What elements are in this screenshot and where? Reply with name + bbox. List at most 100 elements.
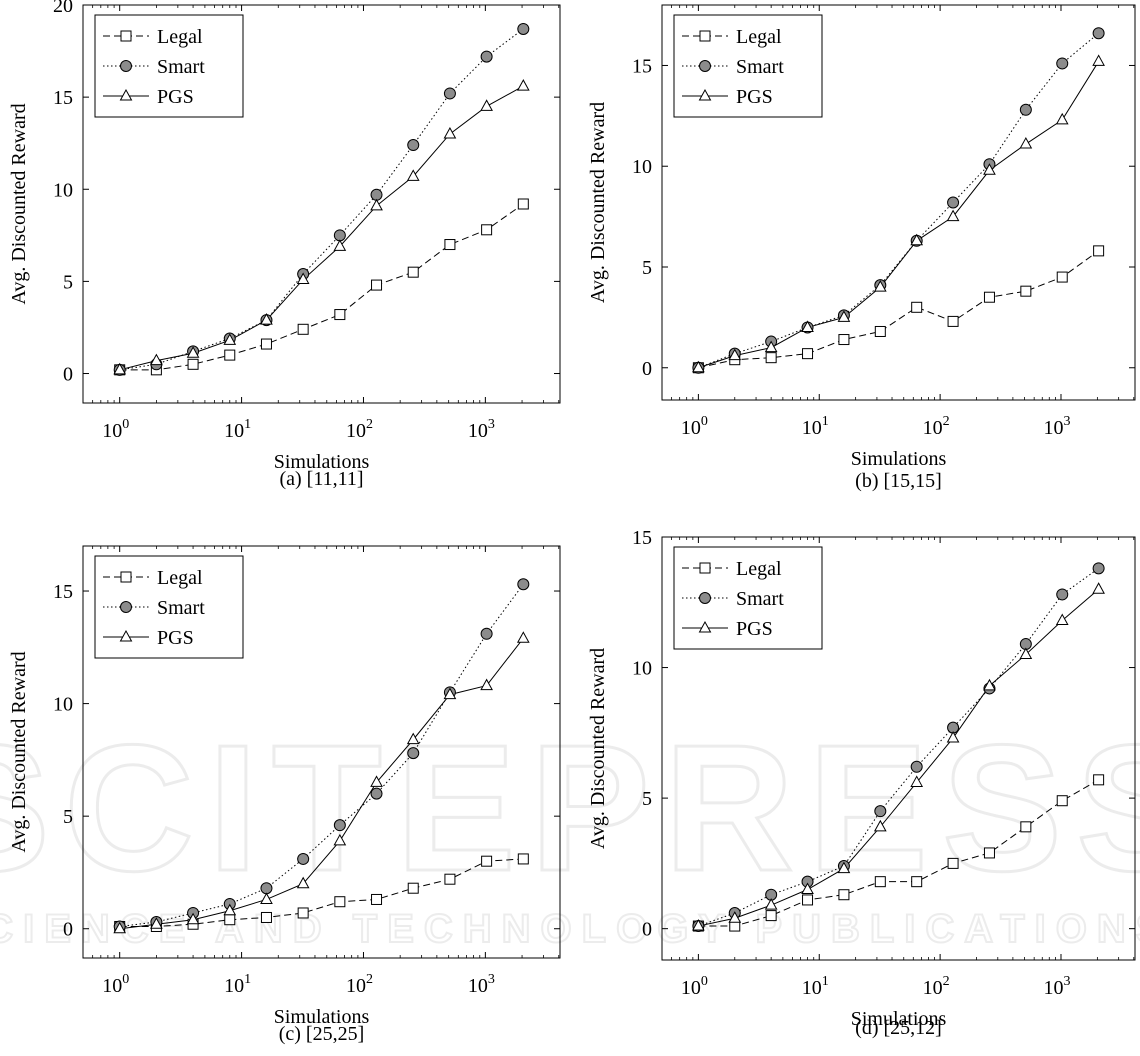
watermark-line2: SCIENCE AND TECHNOLOGY PUBLICATIONS — [0, 907, 1140, 951]
x-tick-label: 100 — [681, 414, 708, 439]
data-point-pgs — [333, 239, 347, 251]
legend-label-smart: Smart — [736, 56, 784, 78]
x-tick-label: 102 — [923, 974, 950, 999]
y-axis-label: Avg. Discounted Reward — [8, 103, 30, 304]
data-point-pgs — [692, 919, 705, 931]
y-tick-label: 5 — [63, 806, 73, 828]
legend-marker-smart — [120, 60, 132, 72]
data-point-pgs — [406, 732, 420, 745]
data-point-smart — [407, 747, 420, 760]
series-line-pgs — [119, 637, 524, 930]
data-point-legal — [1093, 245, 1105, 257]
x-tick-label: 100 — [102, 972, 129, 997]
data-point-legal — [260, 338, 272, 350]
data-point-pgs — [223, 903, 237, 916]
plot-frame — [661, 4, 1136, 401]
legend-marker-pgs — [698, 620, 712, 633]
data-point-legal — [1056, 795, 1068, 807]
legend-marker-pgs — [119, 629, 133, 642]
series-line-legal — [119, 203, 524, 371]
data-point-pgs — [1092, 582, 1105, 594]
data-point-legal — [444, 873, 456, 885]
legend-label-smart: Smart — [157, 56, 205, 78]
y-axis-label: Avg. Discounted Reward — [587, 102, 609, 303]
watermark: SCITEPRESS SCIENCE AND TECHNOLOGY PUBLIC… — [0, 707, 1140, 953]
data-point-pgs — [296, 272, 310, 285]
data-point-smart — [1092, 27, 1105, 40]
data-point-pgs — [910, 775, 924, 787]
series-line-legal — [119, 858, 524, 927]
x-tick-label: 102 — [346, 417, 373, 442]
data-point-pgs — [946, 731, 960, 743]
data-point-smart — [1056, 57, 1069, 70]
legend-label-legal: Legal — [157, 26, 203, 48]
x-tick-label: 102 — [923, 414, 950, 439]
data-point-legal — [297, 907, 309, 919]
y-axis-label: Avg. Discounted Reward — [8, 651, 30, 852]
data-point-smart — [947, 196, 960, 209]
y-tick-label: 10 — [53, 179, 73, 201]
plot-frame — [82, 545, 561, 959]
data-point-legal — [1093, 774, 1105, 786]
x-tick-label: 101 — [224, 417, 251, 442]
legend-label-smart: Smart — [736, 588, 784, 610]
data-point-smart — [333, 229, 346, 242]
data-point-pgs — [223, 333, 237, 345]
data-point-pgs — [801, 882, 814, 894]
x-tick-label: 100 — [681, 974, 708, 999]
y-tick-label: 15 — [632, 527, 652, 549]
data-point-pgs — [150, 353, 163, 366]
y-tick-label: 0 — [63, 919, 73, 941]
data-point-smart — [517, 22, 530, 35]
data-point-legal — [1056, 271, 1068, 283]
subfigure-caption: (b) [15,15] — [855, 470, 942, 492]
data-point-pgs — [516, 79, 530, 91]
data-point-smart — [517, 578, 530, 591]
data-point-legal — [1020, 285, 1032, 297]
legend-label-legal: Legal — [157, 567, 203, 589]
chart-panel-1: 100 101 102 103 0 5 10 15 Simulations Avg. Discou… — [587, 4, 1136, 492]
x-tick-label: 103 — [1043, 414, 1070, 439]
data-point-legal — [802, 348, 814, 360]
y-tick-label: 15 — [53, 581, 73, 603]
data-point-smart — [443, 87, 456, 100]
data-point-pgs — [1019, 137, 1033, 149]
data-point-legal — [802, 894, 814, 906]
data-point-legal — [297, 323, 309, 335]
data-point-smart — [370, 188, 383, 201]
data-point-legal — [371, 279, 383, 291]
data-point-pgs — [296, 876, 310, 889]
y-tick-label: 10 — [632, 658, 652, 680]
data-point-legal — [187, 358, 199, 370]
data-point-legal — [947, 857, 959, 869]
data-point-smart — [333, 819, 346, 832]
data-point-pgs — [1092, 54, 1105, 66]
data-point-legal — [838, 334, 850, 346]
x-axis-label: Simulations — [274, 1006, 370, 1028]
legend: Legal Smart PGS — [673, 546, 823, 650]
data-point-pgs — [370, 775, 383, 787]
data-point-legal — [838, 889, 850, 901]
legend-label-pgs: PGS — [736, 618, 773, 640]
x-tick-label: 101 — [224, 972, 251, 997]
data-point-smart — [297, 852, 310, 865]
legend-marker-legal — [120, 571, 132, 583]
series-line-pgs — [119, 85, 524, 371]
legend-label-pgs: PGS — [157, 86, 194, 108]
data-point-smart — [480, 50, 493, 63]
chart-panel-0: 100 101 102 103 0 5 10 15 20 Simulations Avg. Disc… — [8, 0, 561, 490]
data-point-legal — [1020, 821, 1032, 833]
data-point-pgs — [1055, 613, 1069, 626]
data-point-pgs — [480, 99, 493, 111]
data-point-legal — [874, 876, 886, 888]
data-point-pgs — [333, 833, 347, 846]
legend-marker-legal — [699, 30, 711, 42]
y-tick-label: 15 — [53, 87, 73, 109]
data-point-legal — [911, 301, 923, 313]
y-tick-label: 10 — [53, 694, 73, 716]
legend-label-pgs: PGS — [157, 627, 194, 649]
x-tick-label: 103 — [468, 972, 495, 997]
legend: Legal Smart PGS — [673, 14, 823, 118]
data-point-pgs — [764, 340, 778, 353]
data-point-pgs — [873, 819, 887, 832]
